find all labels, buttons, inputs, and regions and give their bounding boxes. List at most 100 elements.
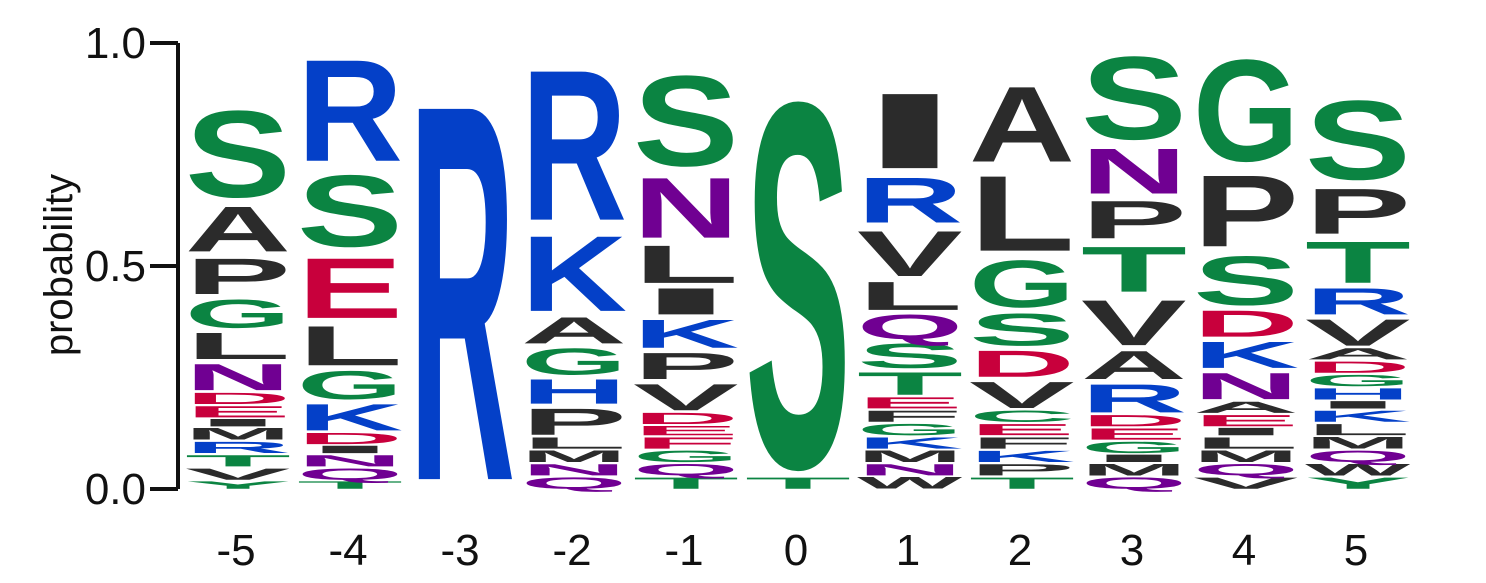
logo-letter: S xyxy=(969,304,1075,355)
logo-letter: L xyxy=(1305,421,1411,439)
logo-letter: V xyxy=(633,377,739,419)
logo-letter: E xyxy=(1193,412,1299,430)
logo-letter: G xyxy=(1081,438,1187,456)
logo-letter: N xyxy=(185,356,291,398)
logo-letter: I xyxy=(185,417,291,429)
logo-letter: H xyxy=(521,372,627,411)
logo-letter: G xyxy=(633,447,739,465)
logo-letter: P xyxy=(185,248,291,305)
logo-letter: A xyxy=(185,193,291,265)
logo-letter: R xyxy=(1305,280,1411,322)
logo-letter: T xyxy=(745,474,851,492)
logo-letter: V xyxy=(969,374,1075,416)
x-tick-label: 4 xyxy=(1232,526,1256,575)
logo-letter: N xyxy=(633,160,739,256)
logo-letter: W xyxy=(857,474,963,492)
logo-letter: Q xyxy=(633,461,739,479)
logo-letter: L xyxy=(857,273,963,318)
logo-letter: P xyxy=(1305,175,1411,247)
logo-letter: M xyxy=(857,448,963,466)
logo-letter: N xyxy=(521,461,627,479)
logo-letter: L xyxy=(185,325,291,367)
logo-letter: M xyxy=(521,448,627,466)
x-axis: -5 -4 -3 -2 -1 0 1 2 3 4 5 xyxy=(216,526,1368,575)
logo-letter: S xyxy=(1305,78,1411,204)
logo-letter: L xyxy=(1193,434,1299,452)
logo-letter: W xyxy=(1305,461,1411,479)
logo-letter: S xyxy=(297,154,403,268)
logo-letter: T xyxy=(633,474,739,492)
logo-letter: R xyxy=(521,26,627,267)
logo-letter: D xyxy=(297,430,403,448)
x-tick-label: -5 xyxy=(216,526,255,575)
logo-letter: T xyxy=(969,474,1075,492)
logo-letter: G xyxy=(969,246,1075,321)
x-tick-label: 1 xyxy=(896,526,920,575)
logo-letter: M xyxy=(1193,448,1299,466)
logo-letter: A xyxy=(1305,345,1411,363)
logo-letter: K xyxy=(1193,334,1299,376)
y-tick-label: 1.0 xyxy=(85,19,146,68)
logo-letter: C xyxy=(969,407,1075,425)
logo-letter: G xyxy=(1305,371,1411,389)
logo-letter: I xyxy=(1193,426,1299,438)
logo-letter: K xyxy=(857,434,963,452)
logo-letter: P xyxy=(969,461,1075,479)
logo-letter: S xyxy=(857,337,963,376)
logo-letter: E xyxy=(633,423,739,438)
logo-letter: P xyxy=(1081,190,1187,250)
logo-letter: Y xyxy=(185,479,291,491)
x-tick-label: 2 xyxy=(1008,526,1032,575)
logo-letter: F xyxy=(857,407,963,425)
logo-letter: F xyxy=(969,434,1075,452)
logo-letter: P xyxy=(521,401,627,443)
logo-letter: L xyxy=(633,235,739,295)
x-tick-label: -1 xyxy=(664,526,703,575)
logo-letter: Y xyxy=(1305,474,1411,492)
logo-letter: I xyxy=(1081,452,1187,464)
logo-letter: V xyxy=(185,465,291,483)
logo-letter: D xyxy=(1305,358,1411,376)
logo-letter: L xyxy=(297,315,403,378)
logo-letter: R xyxy=(185,438,291,456)
logo-letter: N xyxy=(1081,135,1187,207)
logo-letter: S xyxy=(1193,242,1299,320)
logo-letter: Q xyxy=(857,308,963,347)
logo-letter: N xyxy=(297,452,403,470)
y-tick-label: 0.5 xyxy=(85,242,146,291)
logo-letter: T xyxy=(297,479,403,491)
logo-letter: K xyxy=(521,215,627,335)
x-tick-label: -2 xyxy=(552,526,591,575)
logo-letter: I xyxy=(857,71,963,191)
y-tick-label: 0.0 xyxy=(85,465,146,514)
logo-letter: R xyxy=(409,0,515,583)
logo-letter: G xyxy=(857,421,963,439)
logo-letter: L xyxy=(521,434,627,452)
x-tick-label: 3 xyxy=(1120,526,1144,575)
logo-letter: R xyxy=(857,164,963,236)
y-axis: 0.0 0.5 1.0 xyxy=(85,19,180,514)
logo-letter: I xyxy=(633,280,739,322)
logo-letter: Q xyxy=(521,474,627,492)
logo-letter: M xyxy=(185,425,291,443)
logo-letter: G xyxy=(1193,30,1299,192)
x-tick-label: 5 xyxy=(1344,526,1368,575)
y-axis-label: probability xyxy=(37,174,81,356)
logo-letter: S xyxy=(745,0,851,577)
logo-letter: Q xyxy=(1305,447,1411,465)
logo-letter: F xyxy=(633,434,739,452)
logo-letter: S xyxy=(633,49,739,193)
logo-letter: S xyxy=(1081,32,1187,165)
logo-letter: K xyxy=(633,311,739,356)
logo-letter: I xyxy=(1305,399,1411,411)
logo-letter: S xyxy=(185,86,291,224)
